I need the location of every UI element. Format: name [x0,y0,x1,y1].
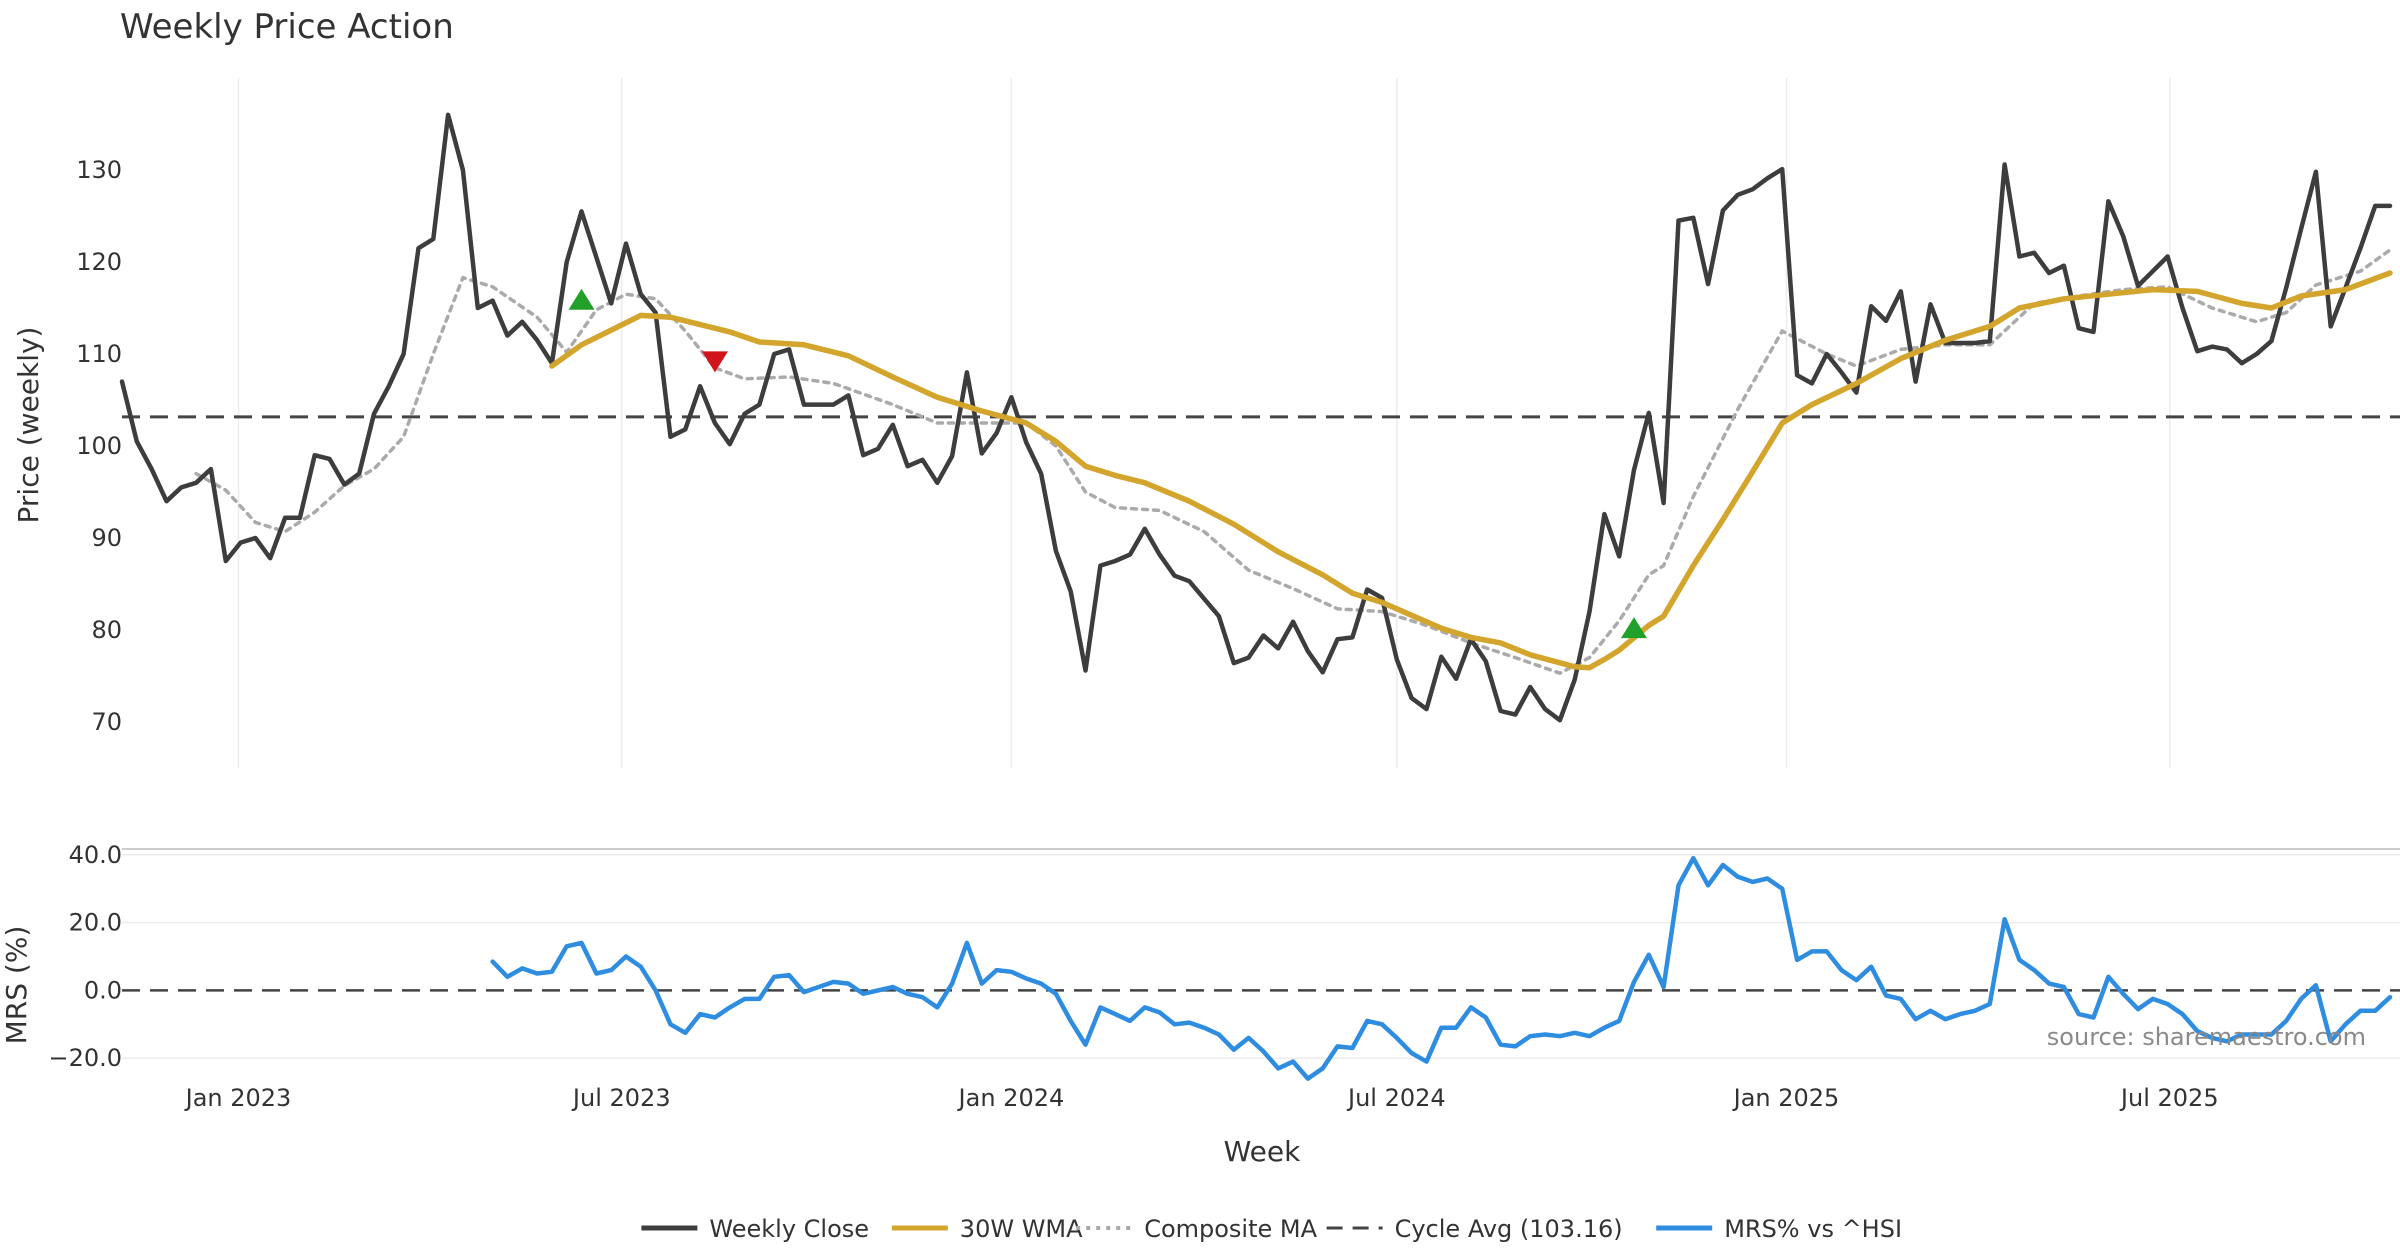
price-y-tick: 130 [76,156,122,184]
price-y-tick: 80 [91,616,122,644]
x-tick-label: Jul 2023 [571,1084,671,1112]
legend-label: MRS% vs ^HSI [1724,1215,1902,1243]
mrs-panel: −20.0 0.0 20.0 40.0 Jan 2023 Jul 2023 Jan 2024… [48,841,2400,1112]
price-y-tick: 70 [91,708,122,736]
x-tick-label: Jan 2024 [957,1084,1065,1112]
x-axis-label: Week [1224,1135,1301,1168]
price-y-tick: 90 [91,524,122,552]
mrs-y-tick: 20.0 [69,909,122,937]
composite-ma-line [194,248,2392,675]
legend-label: 30W WMA [960,1215,1083,1243]
legend: Weekly Close 30W WMA Composite MA Cycle Avg… [641,1215,1902,1243]
sell-signal-marker [701,351,728,373]
x-tick-label: Jul 2025 [2119,1084,2219,1112]
mrs-y-tick: −20.0 [48,1044,122,1072]
x-tick-label: Jan 2023 [184,1084,292,1112]
source-note: source: sharemaestro.com [2047,1023,2366,1051]
price-y-tick: 110 [76,340,122,368]
legend-label: Weekly Close [709,1215,869,1243]
legend-label: Composite MA [1144,1215,1317,1243]
wma-30w-line [549,270,2393,671]
x-tick-label: Jan 2025 [1732,1084,1840,1112]
weekly-close-line [119,112,2393,723]
price-y-tick: 100 [76,432,122,460]
legend-label: Cycle Avg (103.16) [1395,1215,1623,1243]
chart-title: Weekly Price Action [120,7,454,47]
mrs-axis-label: MRS (%) [0,926,33,1045]
mrs-line [490,855,2393,1081]
x-tick-label: Jul 2024 [1346,1084,1446,1112]
mrs-y-tick: 0.0 [84,976,122,1004]
price-axis-label: Price (weekly) [12,327,45,524]
price-panel: 70 80 90 100 110 120 130 [76,78,2400,768]
buy-signal-marker [1621,617,1647,639]
buy-signal-marker [568,288,595,310]
mrs-y-tick: 40.0 [69,841,122,869]
price-y-tick: 120 [76,248,122,276]
